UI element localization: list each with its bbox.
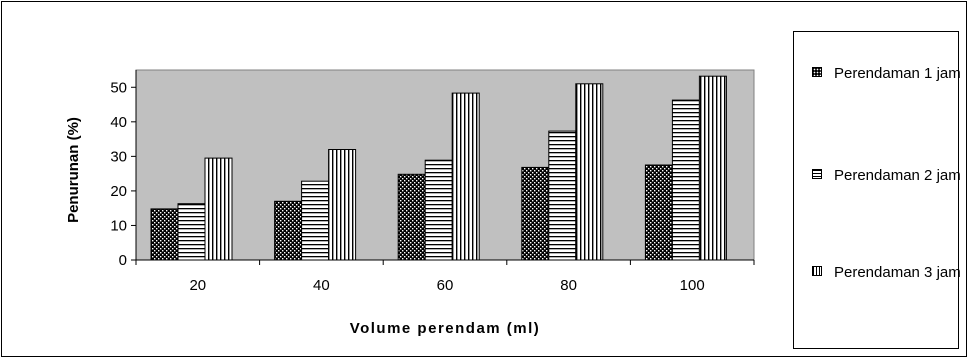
legend-swatch (812, 169, 822, 179)
y-tick-label: 30 (110, 148, 127, 165)
axes-layer (131, 70, 755, 265)
x-tick-label: 80 (560, 277, 577, 294)
labels-layer: 0 10 20 30 40 50 20 40 60 80 100 Volume perendam (m… (65, 79, 705, 337)
y-tick-label: 20 (110, 183, 127, 200)
bar-perendaman-1-jam-40 (274, 200, 303, 261)
y-tick-label: 50 (110, 79, 127, 96)
legend: Perendaman 1 jam Perendaman 2 jam Perendam… (793, 31, 961, 349)
legend-label: Perendaman 1 jam (834, 65, 961, 82)
legend-label: Perendaman 2 jam (834, 167, 961, 184)
legend-swatch (812, 266, 822, 276)
bar-perendaman-2-jam-40 (301, 180, 330, 261)
bar-perendaman-1-jam-60 (397, 173, 426, 261)
y-tick-label: 0 (119, 252, 127, 269)
bar-perendaman-3-jam-40 (328, 149, 357, 261)
bar-perendaman-2-jam-20 (177, 203, 206, 261)
legend-swatch (812, 67, 822, 77)
x-tick-label: 60 (437, 277, 454, 294)
bar-perendaman-3-jam-80 (575, 83, 604, 261)
x-tick-label: 100 (680, 277, 705, 294)
y-axis-title: Penurunan (%) (65, 117, 82, 223)
bar-perendaman-1-jam-80 (521, 166, 550, 261)
bar-perendaman-3-jam-20 (204, 157, 233, 261)
y-tick-label: 40 (110, 114, 127, 131)
bar-perendaman-1-jam-100 (644, 164, 673, 261)
bar-perendaman-2-jam-80 (548, 130, 577, 261)
bar-perendaman-1-jam-20 (150, 208, 179, 261)
y-tick-label: 10 (110, 217, 127, 234)
bars-layer (150, 75, 727, 261)
bar-perendaman-2-jam-100 (671, 99, 700, 261)
x-tick-label: 40 (313, 277, 330, 294)
bar-perendaman-2-jam-60 (424, 159, 453, 261)
bar-perendaman-3-jam-100 (698, 75, 727, 261)
legend-label: Perendaman 3 jam (834, 264, 961, 281)
x-axis-title: Volume perendam (ml) (350, 320, 541, 337)
bar-perendaman-3-jam-60 (451, 92, 480, 261)
x-tick-label: 20 (189, 277, 206, 294)
